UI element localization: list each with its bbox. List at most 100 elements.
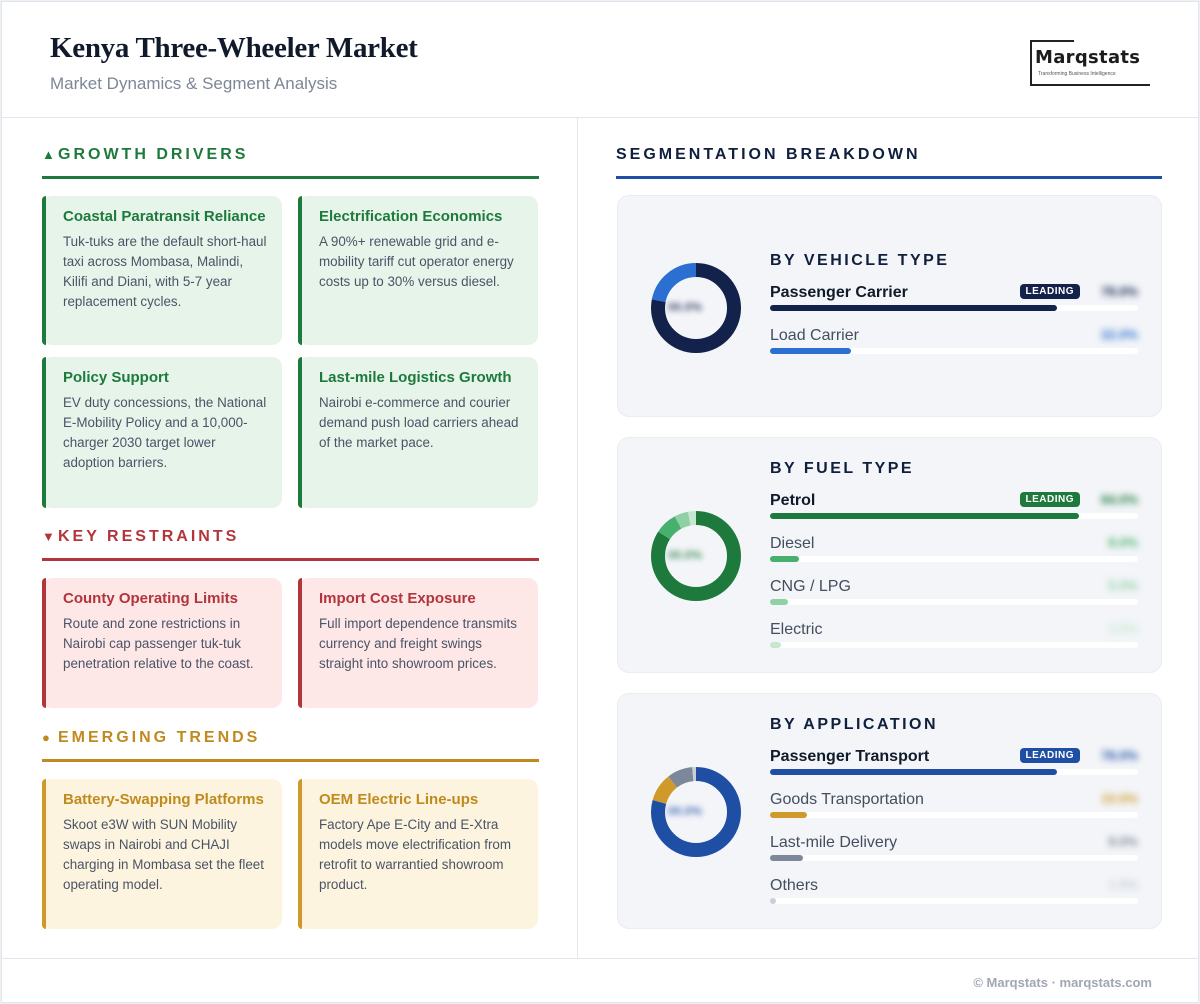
card-title: Import Cost Exposure: [319, 590, 476, 607]
segment-panel-application: 00.0% BY APPLICATION Passenger Transport LE…: [617, 693, 1162, 929]
segment-panel-title: BY FUEL TYPE: [770, 460, 915, 477]
segment-bar-track: [770, 556, 1138, 562]
segmentation-heading: SEGMENTATION BREAKDOWN: [616, 146, 1162, 179]
restraint-card: County Operating Limits Route and zone r…: [42, 578, 282, 708]
card-title: OEM Electric Line-ups: [319, 791, 479, 808]
trend-card: OEM Electric Line-ups Factory Ape E-City…: [298, 779, 538, 929]
segment-row: Goods Transportation 10.0%: [770, 791, 1138, 825]
segment-value: 22.0%: [1101, 327, 1138, 342]
segment-value: 78.0%: [1101, 748, 1138, 763]
segment-bar-fill: [770, 642, 782, 648]
donut-chart-vehicle-type: [651, 263, 741, 353]
donut-chart-fuel-type: [651, 511, 741, 601]
segment-value: 84.0%: [1101, 492, 1138, 507]
growth-drivers-title: GROWTH DRIVERS: [58, 146, 249, 163]
segment-label: Electric: [770, 621, 823, 638]
page-subtitle: Market Dynamics & Segment Analysis: [50, 74, 338, 93]
segment-panel-title: BY VEHICLE TYPE: [770, 252, 950, 269]
segment-panel-vehicle-type: 00.0% BY VEHICLE TYPE Passenger Carrier LEA…: [617, 195, 1162, 417]
card-text: EV duty concessions, the National E-Mobi…: [63, 395, 267, 470]
segment-row: Passenger Transport LEADING 78.0%: [770, 748, 1138, 782]
footer-credit[interactable]: © Marqstats · marqstats.com: [973, 975, 1152, 990]
segment-label: CNG / LPG: [770, 578, 851, 595]
segment-value: 1.5%: [1108, 877, 1138, 892]
segment-value: 78.0%: [1101, 284, 1138, 299]
card-text: A 90%+ renewable grid and e-mobility tar…: [319, 234, 514, 289]
card-accent: [42, 578, 46, 708]
logo-underline: [1030, 84, 1150, 86]
card-text: Nairobi e-commerce and courier demand pu…: [319, 395, 519, 450]
segment-label: Petrol: [770, 492, 816, 509]
segment-value: 10.0%: [1101, 791, 1138, 806]
leading-badge: LEADING: [1019, 492, 1080, 507]
segment-bar-fill: [770, 513, 1080, 519]
segment-bar-fill: [770, 769, 1058, 775]
segment-bar-fill: [770, 599, 789, 605]
leading-badge: LEADING: [1019, 748, 1080, 763]
segment-label: Load Carrier: [770, 327, 859, 344]
segment-row: Last-mile Delivery 9.0%: [770, 834, 1138, 868]
growth-drivers-heading: ▲ GROWTH DRIVERS: [42, 146, 539, 179]
segment-panel-title: BY APPLICATION: [770, 716, 939, 733]
segment-bar-track: [770, 855, 1138, 861]
card-text: Tuk-tuks are the default short-haul taxi…: [63, 234, 267, 309]
donut-slice: [651, 263, 741, 353]
column-divider: [577, 118, 578, 958]
card-accent: [298, 779, 302, 929]
triangle-down-icon: ▼: [42, 529, 55, 544]
restraint-card: Import Cost Exposure Full import depende…: [298, 578, 538, 708]
key-restraints-heading: ▼ KEY RESTRAINTS: [42, 528, 539, 561]
donut-center-value: 00.0%: [668, 548, 703, 562]
card-text: Route and zone restrictions in Nairobi c…: [63, 616, 254, 671]
emerging-trends-title: EMERGING TRENDS: [58, 729, 261, 746]
segment-panel-fuel-type: 00.0% BY FUEL TYPE Petrol LEADING 84.0% Diese…: [617, 437, 1162, 673]
growth-card: Policy Support EV duty concessions, the …: [42, 357, 282, 508]
card-accent: [42, 357, 46, 508]
donut-center-value: 00.0%: [668, 300, 703, 314]
segmentation-title: SEGMENTATION BREAKDOWN: [616, 146, 921, 163]
growth-card: Last-mile Logistics Growth Nairobi e-com…: [298, 357, 538, 508]
segment-value: 9.0%: [1108, 834, 1138, 849]
card-text: Factory Ape E-City and E-Xtra models mov…: [319, 817, 512, 892]
segment-row: Passenger Carrier LEADING 78.0%: [770, 284, 1138, 318]
segment-bar-fill: [770, 898, 776, 904]
segment-row: Others 1.5%: [770, 877, 1138, 911]
segment-bar-track: [770, 513, 1138, 519]
trend-card: Battery-Swapping Platforms Skoot e3W wit…: [42, 779, 282, 929]
trends-rule: [42, 759, 539, 762]
card-title: Battery-Swapping Platforms: [63, 791, 264, 808]
card-text: Full import dependence transmits currenc…: [319, 616, 517, 671]
segment-bar-fill: [770, 556, 800, 562]
segment-label: Passenger Carrier: [770, 284, 908, 301]
growth-card: Coastal Paratransit Reliance Tuk-tuks ar…: [42, 196, 282, 345]
segment-row: Petrol LEADING 84.0%: [770, 492, 1138, 526]
card-title: Last-mile Logistics Growth: [319, 369, 512, 386]
card-accent: [42, 779, 46, 929]
card-title: Coastal Paratransit Reliance: [63, 208, 266, 225]
segment-bar-fill: [770, 305, 1058, 311]
segment-bar-track: [770, 898, 1138, 904]
logo-tagline: Transforming Business Intelligence: [1038, 71, 1116, 77]
segment-bar-fill: [770, 812, 807, 818]
marqstats-logo[interactable]: Marqstats Transforming Business Intellig…: [1030, 40, 1150, 86]
segment-bar-track: [770, 599, 1138, 605]
segment-value: 8.0%: [1108, 535, 1138, 550]
segment-row: Diesel 8.0%: [770, 535, 1138, 569]
segment-bar-track: [770, 812, 1138, 818]
card-text: Skoot e3W with SUN Mobility swaps in Nai…: [63, 817, 264, 892]
donut-center-value: 00.0%: [668, 804, 703, 818]
triangle-up-icon: ▲: [42, 147, 55, 162]
card-accent: [298, 578, 302, 708]
logo-wordmark: Marqstats: [1035, 47, 1141, 68]
segment-label: Goods Transportation: [770, 791, 924, 808]
segment-label: Others: [770, 877, 819, 894]
donut-slice: [651, 511, 741, 601]
card-title: Electrification Economics: [319, 208, 503, 225]
emerging-trends-heading: ● EMERGING TRENDS: [42, 729, 539, 762]
segment-label: Diesel: [770, 535, 815, 552]
card-accent: [42, 196, 46, 345]
segment-label: Last-mile Delivery: [770, 834, 898, 851]
segment-label: Passenger Transport: [770, 748, 930, 765]
segment-bar-fill: [770, 855, 804, 861]
